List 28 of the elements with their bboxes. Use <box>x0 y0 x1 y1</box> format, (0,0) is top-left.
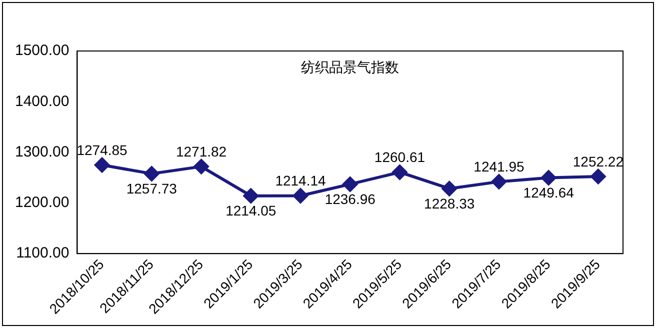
y-tick-label: 1500.00 <box>14 42 70 60</box>
point <box>442 181 457 196</box>
point <box>541 170 556 186</box>
point <box>94 158 110 173</box>
data-label: 1257.73 <box>126 180 178 197</box>
y-tick-label: 1100.00 <box>16 244 70 262</box>
point <box>342 176 358 192</box>
data-label: 1214.05 <box>226 202 276 219</box>
text: 纺织品景气指数 <box>301 58 400 75</box>
point <box>590 168 606 184</box>
y-tick-label: 1300.00 <box>14 143 70 160</box>
y-tick-label: 1400.00 <box>14 92 70 110</box>
data-label: 1271.82 <box>176 143 227 160</box>
data-label: 1214.14 <box>275 172 326 189</box>
data-label: 1241.95 <box>474 158 524 175</box>
y-tick-label: 1200.00 <box>14 194 70 212</box>
point <box>194 159 209 174</box>
point <box>491 174 506 190</box>
data-label: 1260.61 <box>374 149 426 166</box>
data-label: 1274.85 <box>76 142 128 158</box>
point <box>392 164 408 180</box>
data-label: 1249.64 <box>523 184 574 201</box>
point <box>292 188 308 204</box>
data-label: 1252.22 <box>572 153 624 170</box>
point <box>243 188 258 204</box>
point <box>144 166 160 182</box>
data-label: 1228.33 <box>424 195 475 212</box>
data-label: 1236.96 <box>324 191 376 208</box>
